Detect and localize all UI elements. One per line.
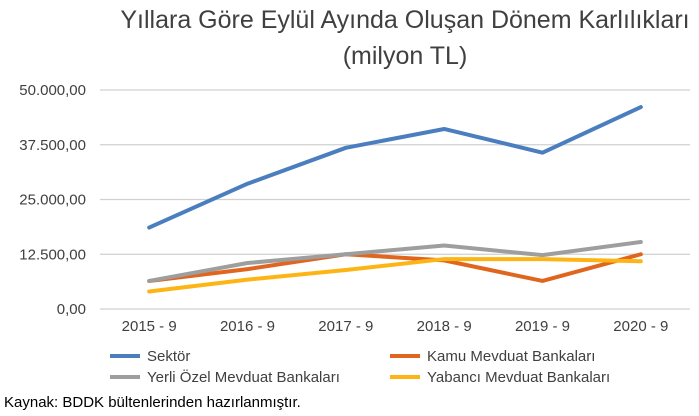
y-tick-label: 50.000,00 <box>19 82 86 99</box>
y-tick-label: 12.500,00 <box>19 246 86 263</box>
x-tick-label: 2016 - 9 <box>220 318 275 335</box>
series-line-sektör <box>147 105 643 230</box>
series-line-yerli-özel-mevduat-bankaları <box>147 239 643 283</box>
x-tick-label: 2015 - 9 <box>122 318 177 335</box>
legend-label: Kamu Mevduat Bankaları <box>427 348 595 365</box>
chart-title: Yıllara Göre Eylül Ayında Oluşan Dönem K… <box>120 6 689 34</box>
y-tick-label: 0,00 <box>57 301 86 318</box>
x-tick-label: 2017 - 9 <box>318 318 373 335</box>
chart-title: (milyon TL) <box>343 42 468 70</box>
legend-label: Sektör <box>147 348 190 365</box>
source-note: Kaynak: BDDK bültenlerinden hazırlanmışt… <box>4 394 301 411</box>
series-line-kamu-mevduat-bankaları <box>147 252 643 283</box>
legend-label: Yabancı Mevduat Bankaları <box>427 369 610 386</box>
x-tick-label: 2019 - 9 <box>515 318 570 335</box>
x-tick-label: 2020 - 9 <box>613 318 668 335</box>
series-line-yabancı-mevduat-bankaları <box>147 257 643 294</box>
y-tick-label: 37.500,00 <box>19 137 86 154</box>
y-tick-label: 25.000,00 <box>19 192 86 209</box>
legend-label: Yerli Özel Mevduat Bankaları <box>147 368 340 386</box>
x-tick-label: 2018 - 9 <box>417 318 472 335</box>
